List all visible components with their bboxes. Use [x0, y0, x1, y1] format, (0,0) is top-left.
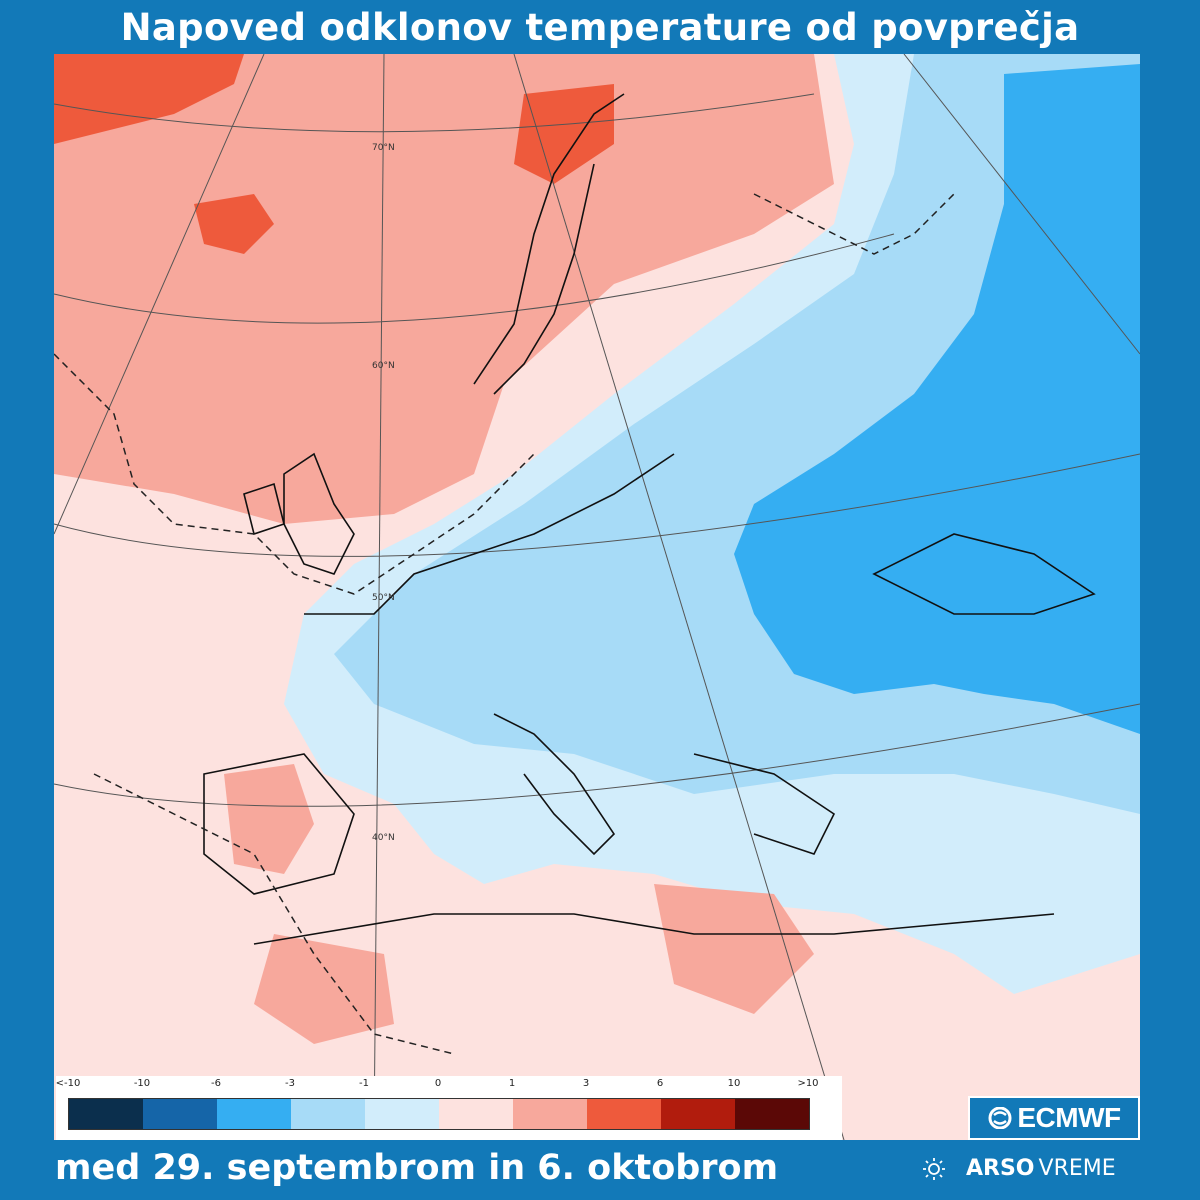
anomaly-3-6-greenland [54, 54, 244, 144]
legend-label: 10 [727, 1078, 741, 1089]
legend-label: -10 [133, 1078, 151, 1089]
legend-label: 6 [656, 1078, 664, 1089]
legend-label: 0 [434, 1078, 442, 1089]
coastline-sweden [493, 163, 595, 395]
legend-label: -1 [359, 1078, 369, 1089]
parallel-70n [54, 93, 815, 133]
parallel-40n [54, 703, 1140, 807]
anomaly-1-3-north-atlantic [54, 54, 834, 524]
legend-swatch [513, 1099, 587, 1129]
arso-vreme-logo: ARSO VREME [922, 1156, 1116, 1181]
ecmwf-logo: ECMWF [968, 1096, 1140, 1140]
lat-label-70n: 70°N [372, 143, 395, 153]
legend-labels: <-10 -10 -6 -3 -1 0 1 3 6 10 >10 [56, 1078, 842, 1092]
legend-swatch [143, 1099, 217, 1129]
legend-label: >10 [797, 1078, 819, 1089]
legend-label: -6 [211, 1078, 221, 1089]
legend-swatch [365, 1099, 439, 1129]
map-canvas: 70°N 60°N 50°N 40°N [54, 54, 1140, 1140]
legend-swatch [439, 1099, 513, 1129]
color-legend: <-10 -10 -6 -3 -1 0 1 3 6 10 >10 [56, 1076, 842, 1140]
coastline-north-sea [304, 453, 675, 615]
legend-swatch [291, 1099, 365, 1129]
date-range-subtitle: med 29. septembrom in 6. oktobrom [55, 1148, 779, 1188]
legend-swatch [69, 1099, 143, 1129]
vreme-text: VREME [1038, 1156, 1116, 1181]
lat-label-40n: 40°N [372, 833, 395, 843]
legend-swatch [735, 1099, 809, 1129]
contour-south [93, 773, 455, 1055]
legend-swatch [217, 1099, 291, 1129]
anomaly-neg6-neg3-eastern-europe [734, 64, 1140, 734]
legend-label: 1 [508, 1078, 516, 1089]
graticule [54, 54, 1140, 1140]
ecmwf-emblem-icon [988, 1107, 1012, 1129]
anomaly-1-3-algeria [254, 934, 394, 1044]
arso-text: ARSO [966, 1156, 1035, 1181]
ecmwf-text: ECMWF [1017, 1102, 1121, 1133]
meridian-1 [54, 54, 265, 535]
coastlines [203, 93, 1096, 945]
contour-north [753, 193, 955, 255]
coastline-black-sea [872, 533, 1096, 615]
parallel-60n [54, 233, 895, 324]
anomaly-3-6-iceland [194, 194, 274, 254]
coastline-iberia [203, 753, 355, 895]
zero-contours [54, 193, 955, 1055]
temperature-anomaly-map: 70°N 60°N 50°N 40°N [54, 54, 1140, 1140]
coastline-ireland [243, 482, 285, 536]
lat-label-60n: 60°N [372, 361, 395, 371]
legend-label: -3 [285, 1078, 295, 1089]
legend-label: <-10 [55, 1078, 81, 1089]
anomaly-1-3-iberia [224, 764, 314, 874]
meridian-4 [903, 54, 1140, 355]
coastline-balkans [693, 753, 836, 855]
contour-west [54, 353, 535, 595]
coastline-britain [283, 452, 355, 575]
map-title: Napoved odklonov temperature od povprečj… [120, 6, 1080, 49]
coastline-norway [473, 93, 625, 385]
coastline-italy [493, 713, 616, 856]
parallel-50n [54, 453, 1140, 557]
meridian-2 [373, 54, 385, 1140]
lat-label-50n: 50°N [372, 593, 395, 603]
sun-icon [923, 1157, 945, 1180]
legend-swatch [587, 1099, 661, 1129]
anomaly-3-6-norway [514, 84, 614, 184]
legend-label: 3 [582, 1078, 590, 1089]
legend-swatch [661, 1099, 735, 1129]
coastline-north-africa [253, 913, 1055, 945]
legend-colorbar [68, 1098, 810, 1130]
anomaly-1-3-libya [654, 884, 814, 1014]
meridian-3 [513, 54, 845, 1140]
